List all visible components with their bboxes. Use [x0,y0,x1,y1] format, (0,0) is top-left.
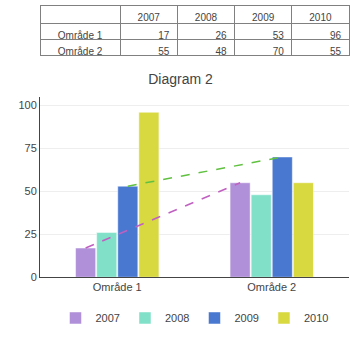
svg-text:Område 2: Område 2 [58,46,103,57]
svg-text:55: 55 [158,46,170,57]
svg-text:2007: 2007 [138,12,161,23]
svg-text:70: 70 [273,46,285,57]
svg-text:2010: 2010 [304,312,328,324]
svg-text:Område 1: Område 1 [93,281,142,293]
svg-text:2009: 2009 [252,12,275,23]
svg-text:53: 53 [272,29,284,41]
svg-text:Område 1: Område 1 [57,29,103,41]
svg-text:17: 17 [158,29,170,41]
svg-text:48: 48 [215,46,227,57]
svg-text:2007: 2007 [96,312,120,324]
svg-text:96: 96 [329,29,341,41]
svg-text:55: 55 [330,46,342,57]
svg-text:2009: 2009 [234,312,258,324]
svg-text:75: 75 [25,142,37,154]
svg-text:25: 25 [25,228,37,240]
svg-text:Diagram 2: Diagram 2 [148,71,213,87]
svg-text:2008: 2008 [165,312,189,324]
svg-text:100: 100 [18,99,36,111]
svg-text:50: 50 [25,185,37,197]
svg-text:2010: 2010 [309,12,332,23]
svg-text:0: 0 [31,271,37,283]
svg-text:2008: 2008 [195,12,218,23]
svg-text:Område 2: Område 2 [247,281,296,293]
svg-text:26: 26 [215,29,227,41]
